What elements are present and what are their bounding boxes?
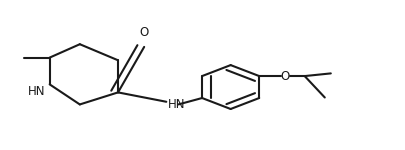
Text: O: O (140, 26, 149, 39)
Text: HN: HN (168, 98, 186, 111)
Text: O: O (281, 70, 290, 83)
Text: HN: HN (28, 85, 46, 98)
